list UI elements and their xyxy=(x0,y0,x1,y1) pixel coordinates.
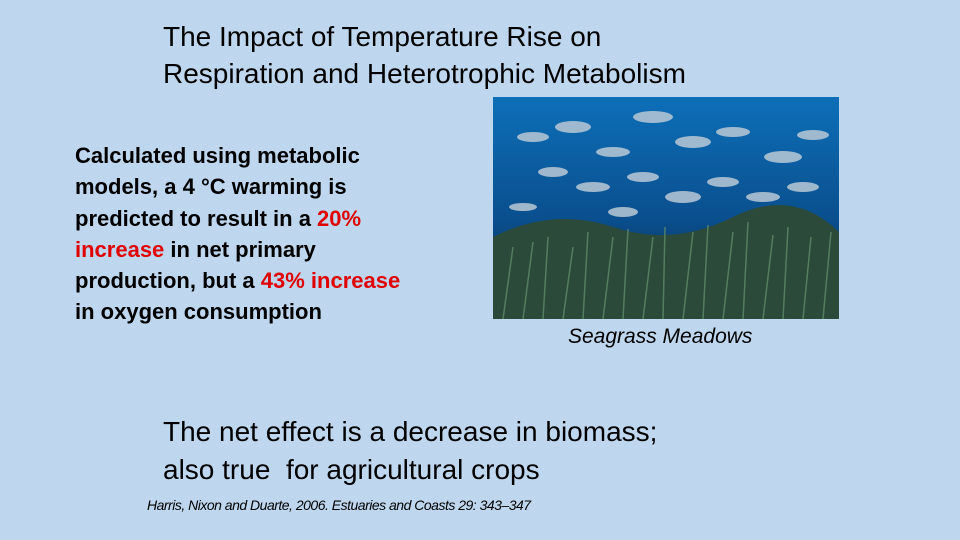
body-segment: predicted to result in a xyxy=(75,205,318,231)
body-segment: in net primary xyxy=(164,236,316,262)
body-segment: in oxygen consumption xyxy=(75,299,322,325)
body-segment: 20% xyxy=(317,205,362,231)
body-line: models, a 4 °C warming is xyxy=(75,171,400,202)
body-segment: models, a 4 °C warming is xyxy=(75,174,347,200)
citation: Harris, Nixon and Duarte, 2006. Estuarie… xyxy=(147,497,531,513)
body-segment: increase xyxy=(75,236,165,262)
conclusion-line: The net effect is a decrease in biomass; xyxy=(163,416,658,447)
body-text: Calculated using metabolic models, a 4 °C… xyxy=(75,140,400,328)
image-caption: Seagrass Meadows xyxy=(568,325,753,348)
body-line: predicted to result in a 20% xyxy=(75,203,400,234)
body-line: increase in net primary xyxy=(75,234,400,265)
body-line: Calculated using metabolic xyxy=(75,140,400,171)
conclusion-line: also true for agricultural crops xyxy=(163,454,540,485)
title-line: The Impact of Temperature Rise on xyxy=(163,21,602,52)
slide-title: The Impact of Temperature Rise on Respira… xyxy=(163,18,686,92)
seagrass-photo xyxy=(493,97,839,319)
conclusion-text: The net effect is a decrease in biomass;… xyxy=(163,413,657,489)
body-line: in oxygen consumption xyxy=(75,296,400,327)
body-line: production, but a 43% increase xyxy=(75,265,400,296)
body-segment: 43% increase xyxy=(260,268,401,294)
body-segment: production, but a xyxy=(75,268,261,294)
body-segment: Calculated using metabolic xyxy=(75,143,360,168)
title-line: Respiration and Heterotrophic Metabolism xyxy=(163,58,686,89)
